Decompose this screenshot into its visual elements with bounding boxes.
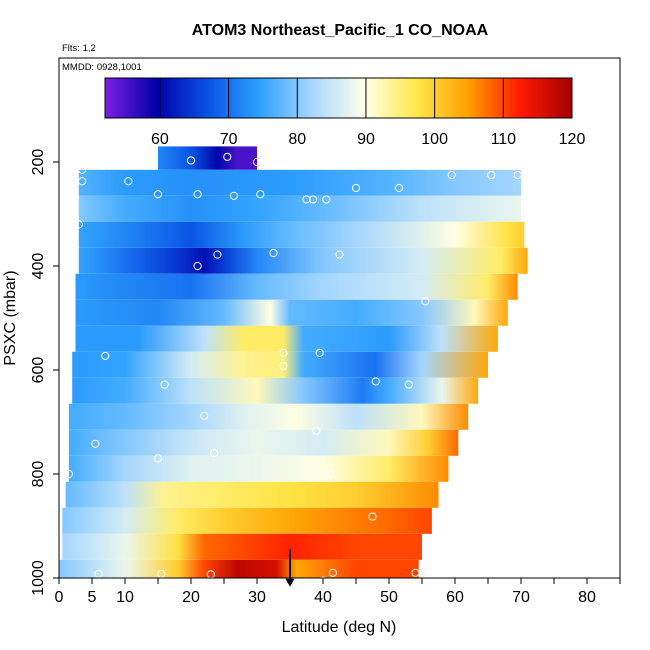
heatmap-band	[65, 481, 439, 508]
y-tick-label: 400	[30, 253, 47, 280]
sample-point	[315, 348, 324, 357]
sample-point	[223, 152, 232, 161]
sample-point	[351, 183, 361, 193]
x-tick-label: 0	[55, 589, 64, 606]
x-tick-label: 40	[314, 589, 332, 606]
y-tick-label: 600	[30, 357, 47, 384]
x-tick-label: 20	[182, 589, 200, 606]
sample-point	[64, 469, 74, 479]
sample-point	[447, 170, 456, 180]
sample-point	[302, 195, 311, 204]
x-axis-label: Latitude (deg N)	[282, 619, 397, 636]
colorbar-tick-label: 100	[421, 131, 448, 148]
sample-point	[368, 512, 377, 521]
heatmap-band	[78, 195, 522, 222]
sample-point	[78, 165, 87, 174]
sample-point	[322, 195, 331, 204]
x-tick-label: 10	[116, 589, 134, 606]
sample-point	[157, 569, 166, 578]
colorbar-ticks: 60 70 80 90 100 110 120	[151, 78, 585, 148]
sample-points	[64, 152, 522, 587]
sample-point	[153, 190, 163, 199]
heatmap-bands	[59, 146, 528, 578]
y-tick-label: 1000	[30, 560, 47, 596]
sample-point	[394, 183, 403, 193]
sample-point	[371, 377, 380, 386]
sample-point	[120, 158, 130, 168]
x-tick-label: 60	[446, 589, 464, 606]
sample-point	[411, 568, 420, 577]
heatmap-band	[78, 169, 522, 196]
y-tick-label: 200	[30, 149, 47, 176]
sample-point	[200, 411, 209, 420]
heatmap-band	[158, 146, 257, 170]
heatmap-band	[62, 507, 432, 534]
x-tick-label: 30	[248, 589, 266, 606]
y-tick-label: 800	[30, 461, 47, 488]
x-tick-label: 50	[380, 589, 398, 606]
sample-point	[74, 220, 83, 229]
sample-point	[269, 248, 278, 258]
heatmap-band	[68, 403, 469, 430]
sample-point	[421, 297, 430, 306]
plot-frame	[58, 57, 621, 579]
heatmap-band	[72, 377, 479, 404]
sample-point	[78, 177, 87, 186]
sample-point	[279, 361, 288, 370]
sample-point	[312, 426, 321, 435]
colorbar-tick-label: 90	[357, 131, 375, 148]
sample-point	[404, 380, 413, 389]
x-tick-label: 70	[512, 589, 530, 606]
heatmap-band	[62, 533, 423, 560]
sample-point	[210, 449, 219, 458]
chart-title: ATOM3 Northeast_Pacific_1 CO_NOAA	[192, 22, 489, 39]
x-axis: 0 5 10 20 30 40 50 60 70 80	[55, 578, 621, 606]
sample-point	[186, 156, 196, 165]
sample-point	[193, 190, 202, 199]
colorbar-fill	[104, 77, 573, 119]
y-axis-label: PSXC (mbar)	[2, 270, 19, 365]
sample-point	[91, 439, 100, 448]
heatmap-band	[75, 299, 508, 326]
heatmap-band	[75, 325, 498, 352]
heatmap-band	[68, 429, 459, 456]
heatmap-band	[59, 559, 419, 578]
sample-point	[124, 177, 133, 186]
sample-point	[193, 261, 202, 271]
colorbar-tick-label: 70	[220, 131, 238, 148]
dates-note: MMDD: 0928,1001	[62, 62, 142, 73]
colorbar-tick-label: 120	[559, 131, 586, 148]
heatmap-band	[78, 247, 528, 274]
heatmap-band	[68, 455, 449, 482]
sample-point	[487, 170, 496, 180]
sample-point	[279, 348, 288, 357]
heatmap-band	[75, 273, 518, 300]
colorbar-tick-label: 110	[491, 131, 517, 148]
sample-point	[101, 351, 110, 361]
colorbar: 60 70 80 90 100 110 120	[104, 77, 585, 148]
sample-point	[256, 190, 265, 199]
sample-point	[252, 157, 262, 167]
sample-point	[319, 576, 327, 578]
heatmap-band	[78, 221, 525, 248]
sample-point	[94, 569, 103, 578]
sample-point	[160, 380, 169, 389]
x-tick-label: 80	[578, 589, 596, 606]
sample-point	[335, 250, 344, 259]
sample-point	[513, 170, 522, 180]
sample-point	[309, 195, 318, 204]
sample-point	[325, 469, 334, 479]
sample-point	[376, 580, 383, 587]
x-tick-label: 5	[88, 589, 97, 606]
colorbar-tick-label: 80	[288, 131, 306, 148]
colorbar-tick-label: 60	[151, 131, 169, 148]
sample-point	[213, 250, 222, 259]
sample-point	[229, 191, 238, 200]
sample-point	[328, 568, 337, 577]
flights-note: Flts: 1,2	[62, 43, 96, 54]
sample-point	[153, 454, 163, 463]
y-axis: 200 400 600 800 1000	[30, 149, 59, 596]
sample-point	[137, 158, 146, 168]
